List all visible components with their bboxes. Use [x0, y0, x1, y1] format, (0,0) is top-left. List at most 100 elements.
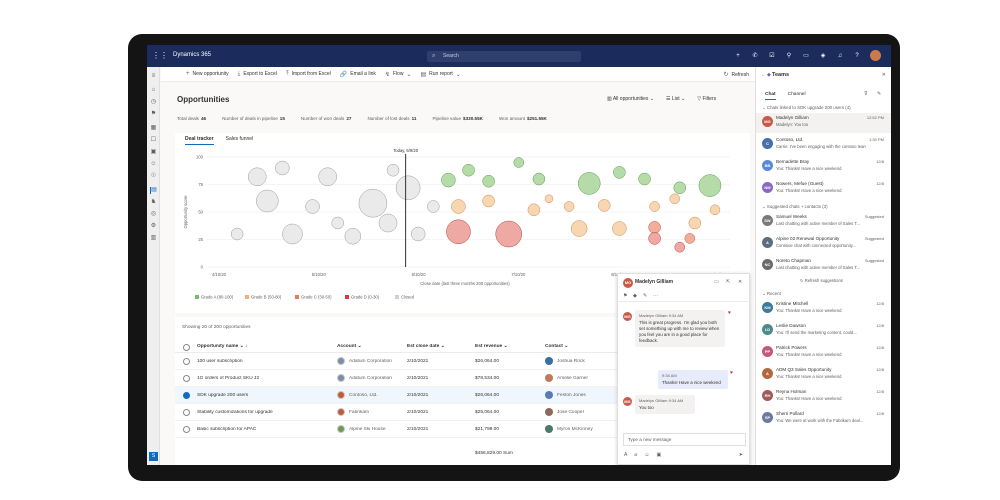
- contacts-icon[interactable]: ☺: [150, 161, 157, 167]
- back-arrow-icon[interactable]: ←: [761, 72, 766, 78]
- bubble-point[interactable]: [462, 163, 475, 177]
- dashboard-icon[interactable]: ▦: [150, 125, 157, 131]
- bubble-point[interactable]: [256, 189, 279, 213]
- more-icon[interactable]: ···: [653, 293, 658, 299]
- goals-icon[interactable]: ⚙: [150, 223, 157, 229]
- bubble-point[interactable]: [612, 221, 627, 236]
- filter-icon[interactable]: ⚲: [786, 53, 792, 59]
- bubble-point[interactable]: [698, 174, 722, 197]
- edit-icon[interactable]: ✎: [643, 293, 648, 299]
- bubble-point[interactable]: [230, 227, 244, 241]
- legend-label[interactable]: Grade A (80-100): [201, 295, 234, 300]
- new-chat-icon[interactable]: ✎: [877, 91, 882, 97]
- bubble-point[interactable]: [482, 194, 495, 208]
- cell-account[interactable]: Fabrikam: [349, 410, 369, 415]
- plus-icon[interactable]: +: [736, 52, 740, 59]
- video-call-icon[interactable]: ▭: [714, 279, 719, 285]
- select-all-checkbox[interactable]: [183, 344, 190, 351]
- col-contact[interactable]: Contact ⌄: [545, 344, 569, 349]
- bubble-point[interactable]: [275, 160, 290, 176]
- cmd-export-excel[interactable]: ⤓ Export to Excel: [238, 71, 277, 78]
- cell-opportunity-name[interactable]: SDK upgrade 200 users: [197, 393, 249, 398]
- bubble-point[interactable]: [482, 174, 495, 188]
- help-icon[interactable]: ?: [855, 52, 859, 59]
- cmd-email-link[interactable]: 🔗 Email a link: [340, 71, 376, 78]
- bubble-point[interactable]: [513, 157, 525, 168]
- teams-icon[interactable]: ◈: [820, 53, 826, 59]
- emoji-icon[interactable]: ☺: [644, 452, 650, 458]
- cell-contact[interactable]: Amelie Garner: [557, 376, 588, 381]
- col-est-revenue[interactable]: Est revenue ⌄: [475, 344, 508, 349]
- bubble-point[interactable]: [331, 216, 344, 230]
- refresh-button[interactable]: ↻ Refresh: [723, 71, 749, 79]
- col-account[interactable]: Account ⌄: [337, 344, 362, 349]
- teams-chat-item[interactable]: C Contoso, Ltd. Carrie: I've been engaging…: [756, 135, 891, 155]
- bubble-point[interactable]: [688, 216, 702, 230]
- legend-label[interactable]: Grade B (50-80): [251, 295, 282, 300]
- table-row[interactable]: SDK upgrade 200 users Contoso, Ltd. 2/10/2…: [175, 387, 750, 404]
- bubble-point[interactable]: [446, 219, 471, 245]
- teams-chat-item[interactable]: NC Noreto Chapman Last chatting with activ…: [756, 256, 891, 276]
- phone-icon[interactable]: ✆: [752, 53, 758, 59]
- teams-chat-item[interactable]: MG Madelyn Gilliam Madelyn: You too 12:52 P…: [756, 113, 891, 133]
- bubble-point[interactable]: [378, 213, 398, 233]
- col-opportunity-name[interactable]: Opportunity name ⌄ ↓: [197, 344, 248, 349]
- chat-icon[interactable]: ▭: [803, 53, 809, 59]
- teams-chat-item[interactable]: RH Reyna Holman You: Thanks! Have a nice w…: [756, 387, 891, 407]
- bubble-point[interactable]: [451, 199, 466, 214]
- accounts-icon[interactable]: ▣: [150, 149, 157, 155]
- bubble-point[interactable]: [648, 232, 661, 245]
- filter-icon[interactable]: ⊽: [864, 91, 868, 97]
- legend-label[interactable]: Grade D (0-30): [351, 295, 380, 300]
- popout-icon[interactable]: ⇱: [726, 279, 731, 285]
- cell-contact[interactable]: Myron McKinney: [557, 427, 593, 432]
- row-checkbox[interactable]: [183, 392, 190, 399]
- tab-deal-tracker[interactable]: Deal tracker: [185, 136, 214, 145]
- cmd-import-excel[interactable]: ⤒ Import from Excel: [286, 71, 331, 78]
- bubble-point[interactable]: [441, 172, 456, 188]
- bubble-point[interactable]: [247, 167, 267, 187]
- app-launcher-icon[interactable]: ⋮⋮: [152, 51, 168, 60]
- bubble-point[interactable]: [495, 220, 522, 248]
- teams-chat-item[interactable]: PP Patrick Powers You: Thanks! Have a nice…: [756, 343, 891, 363]
- teams-chat-item[interactable]: LD Leslie Dawson You: I'll send the market…: [756, 321, 891, 341]
- bubble-point[interactable]: [344, 227, 362, 245]
- bubble-point[interactable]: [648, 221, 661, 234]
- linked-chats-header[interactable]: ⌄ Chats linked to SDK upgrade 200 users …: [762, 105, 851, 110]
- reports-icon[interactable]: ▥: [150, 235, 157, 241]
- app-name[interactable]: Dynamics 365: [173, 52, 212, 58]
- teams-chat-item[interactable]: A Alpine 02 Renewal Opportunity Continue c…: [756, 234, 891, 254]
- list-toggle[interactable]: ☰ List ⌄: [666, 96, 686, 102]
- cmd-run-report[interactable]: ▤ Run report ⌄: [420, 71, 460, 78]
- bubble-point[interactable]: [577, 172, 601, 195]
- bubble-point[interactable]: [709, 204, 721, 216]
- row-checkbox[interactable]: [183, 426, 190, 433]
- teams-logo-icon[interactable]: ◆: [633, 293, 637, 299]
- view-selector[interactable]: ▥ All opportunities ⌄: [607, 96, 655, 102]
- tab-sales-funnel[interactable]: Sales funnel: [225, 136, 254, 142]
- area-switcher-icon[interactable]: S: [149, 452, 158, 461]
- bubble-point[interactable]: [674, 241, 686, 253]
- products-icon[interactable]: ◎: [150, 211, 157, 217]
- gif-icon[interactable]: ▣: [656, 452, 662, 458]
- suggested-header[interactable]: ⌄ Suggested chats + contacts (3): [762, 204, 828, 209]
- close-icon[interactable]: ✕: [738, 279, 743, 285]
- task-icon[interactable]: ☑: [769, 53, 775, 59]
- bubble-point[interactable]: [318, 167, 337, 187]
- bubble-point[interactable]: [282, 223, 303, 245]
- heart-reaction-icon[interactable]: ♥: [728, 310, 731, 316]
- activities-icon[interactable]: ☐: [150, 137, 157, 143]
- teams-chat-item[interactable]: KM Kristine Mitchell You: Thanks! Have a n…: [756, 299, 891, 319]
- cell-opportunity-name[interactable]: 1G orders of Product SKU J2: [197, 376, 260, 381]
- message-input[interactable]: Type a new message: [623, 433, 746, 446]
- menu-icon[interactable]: ≡: [151, 73, 156, 79]
- cmd-flow[interactable]: ↯ Flow ⌄: [385, 71, 412, 78]
- heart-reaction-icon[interactable]: ♥: [730, 370, 733, 376]
- legend-label[interactable]: Grade C (30-50): [301, 295, 332, 300]
- recent-icon[interactable]: ◷: [150, 99, 157, 105]
- bubble-point[interactable]: [427, 200, 440, 213]
- attach-icon[interactable]: ⌀: [634, 452, 638, 458]
- competitors-icon[interactable]: ♞: [150, 199, 157, 205]
- bubble-point[interactable]: [613, 166, 626, 179]
- table-row[interactable]: Basic subscription for APAC Alpine Ski Ho…: [175, 421, 750, 438]
